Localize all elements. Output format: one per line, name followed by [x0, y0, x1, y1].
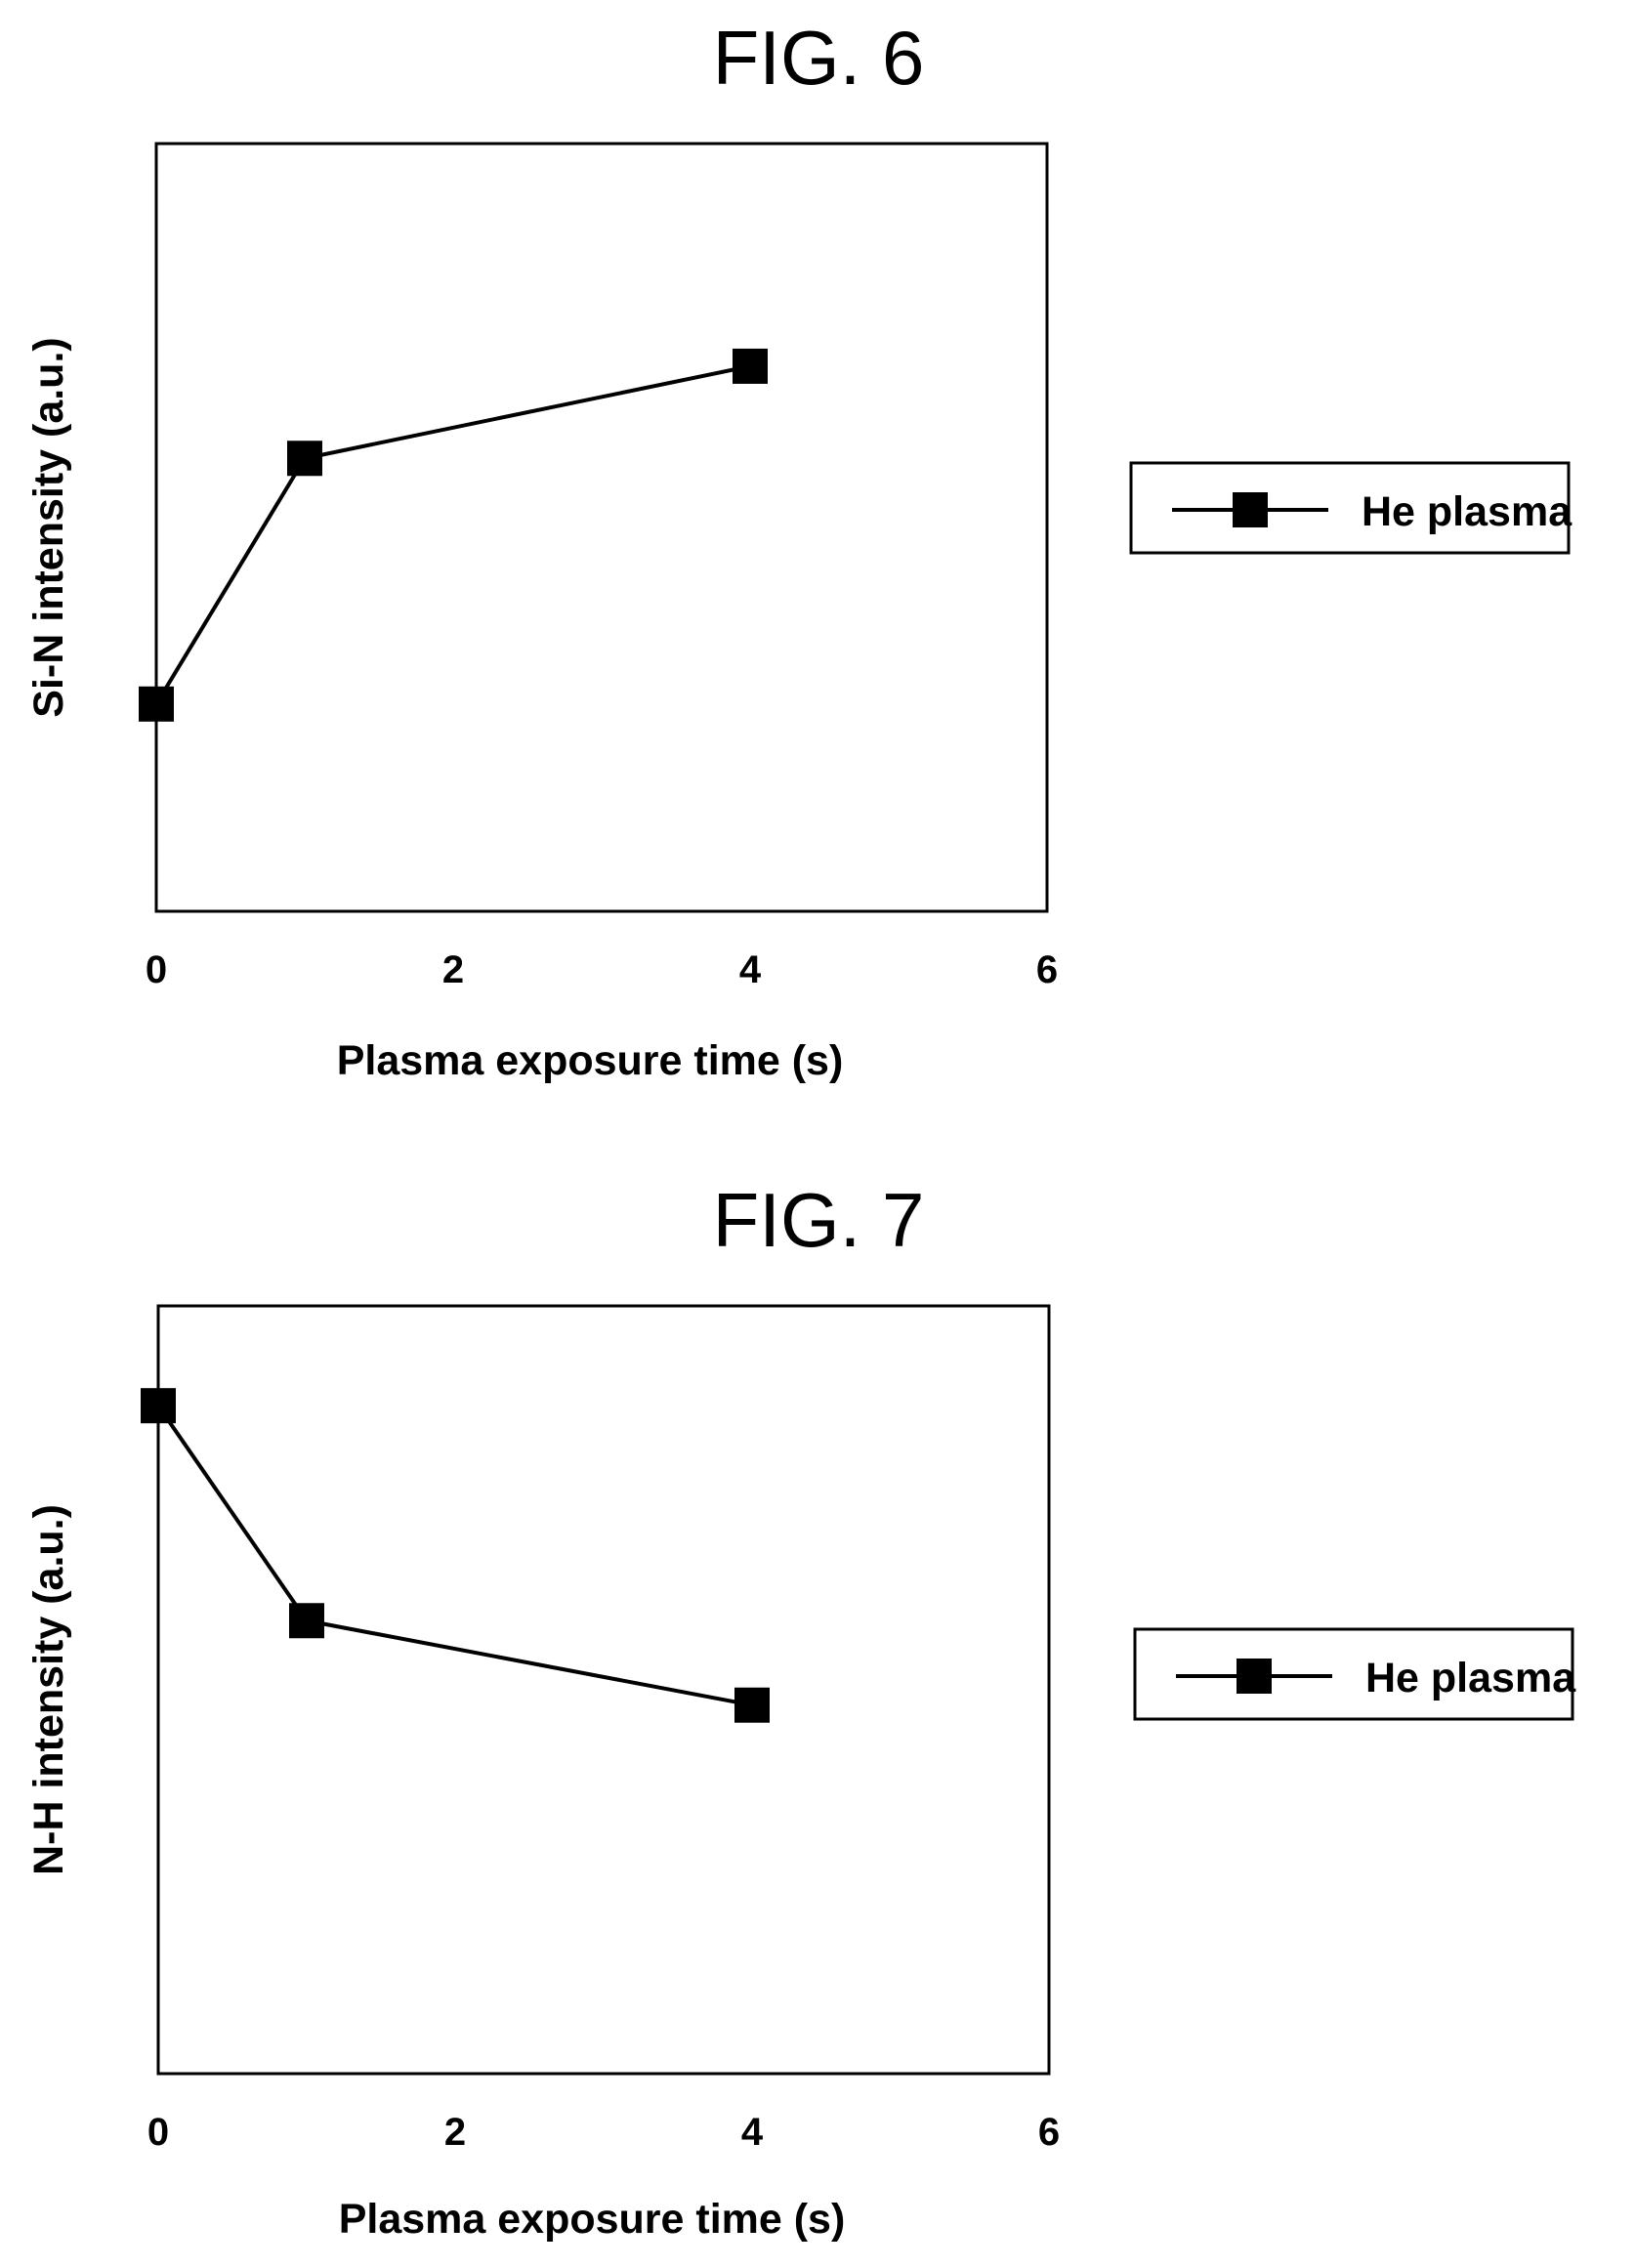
x-tick-label: 0	[146, 948, 167, 991]
data-point-marker	[139, 686, 174, 722]
plot-area	[156, 1304, 1051, 2076]
chart-title: FIG. 6	[713, 15, 925, 101]
chart-fig-7: FIG. 7 0 2 4 6 Plasma exposure time (s) N-H…	[25, 1177, 1576, 2243]
x-axis-label: Plasma exposure time (s)	[337, 1037, 844, 1084]
data-point-marker	[289, 1603, 324, 1639]
x-tick-label: 2	[442, 948, 464, 991]
series-he-plasma	[139, 348, 768, 722]
x-axis-label: Plasma exposure time (s)	[339, 2196, 846, 2243]
data-point-marker	[287, 441, 322, 477]
x-tick-label: 6	[1038, 2111, 1060, 2154]
series-he-plasma	[141, 1388, 770, 1723]
y-axis-label: N-H intensity (a.u.)	[25, 1504, 72, 1875]
legend-label: He plasma	[1365, 1655, 1576, 1701]
legend: He plasma	[1133, 1627, 1576, 1721]
plot-area	[154, 142, 1049, 913]
x-tick-label: 0	[147, 2111, 169, 2154]
x-tick-label: 2	[444, 2111, 466, 2154]
legend-label: He plasma	[1362, 488, 1572, 535]
x-tick-label: 6	[1036, 948, 1058, 991]
x-tick-label: 4	[741, 2111, 764, 2154]
series-line	[156, 1405, 753, 1707]
legend: He plasma	[1129, 461, 1572, 555]
chart-fig-6: FIG. 6 0 2 4 6 Plasma exposure time (s) Si-…	[25, 15, 1572, 1084]
x-tick-labels: 0 2 4 6	[147, 2111, 1060, 2154]
x-tick-label: 4	[739, 948, 762, 991]
data-point-marker	[733, 348, 768, 384]
legend-marker-square	[1233, 492, 1268, 527]
legend-marker-square	[1237, 1659, 1272, 1694]
y-axis-label: Si-N intensity (a.u.)	[25, 337, 72, 717]
x-tick-labels: 0 2 4 6	[146, 948, 1058, 991]
chart-title: FIG. 7	[713, 1177, 925, 1263]
series-line	[154, 363, 751, 705]
data-point-marker	[141, 1388, 176, 1424]
data-point-marker	[734, 1687, 770, 1723]
